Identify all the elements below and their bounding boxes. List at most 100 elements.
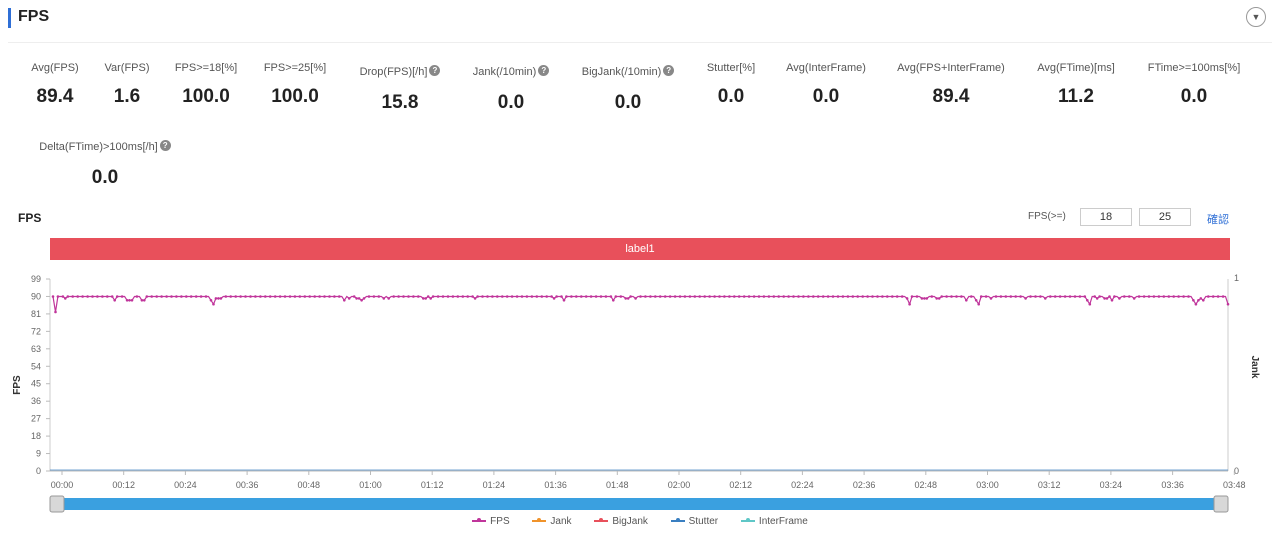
fps-point	[382, 297, 386, 300]
fps-point	[935, 297, 938, 300]
fps-point	[56, 295, 60, 298]
help-icon[interactable]: ?	[663, 65, 675, 77]
x-tick-label: 00:36	[236, 480, 259, 490]
legend-item-jank[interactable]: Jank	[532, 516, 572, 527]
fps-point	[441, 295, 445, 298]
fps-point	[589, 295, 593, 298]
y-tick-label: 90	[31, 291, 41, 301]
fps-point	[984, 295, 988, 298]
fps-point	[106, 295, 109, 298]
fps-point	[545, 295, 548, 298]
legend-item-stutter[interactable]: Stutter	[670, 516, 718, 527]
fps-point	[1137, 295, 1141, 298]
fps-point	[649, 295, 652, 298]
fps-point	[955, 295, 958, 298]
fps-point	[54, 310, 57, 314]
fps-point	[155, 295, 158, 298]
fps-point	[1088, 302, 1092, 306]
fps-point	[1058, 295, 1062, 298]
x-tick-label: 00:00	[51, 480, 74, 490]
fps-point	[66, 295, 70, 298]
fps-point	[473, 297, 477, 300]
fps-point	[866, 295, 869, 298]
fps-point	[841, 295, 845, 298]
metric-label: Avg(FPS+InterFrame)	[897, 62, 1005, 74]
metric-0: Avg(FPS) 89.4	[0, 62, 130, 108]
fps-point	[1118, 297, 1121, 300]
fps-point	[140, 299, 144, 302]
fps-point	[283, 295, 287, 298]
metric-6: BigJank(/10min)? 0.0	[553, 62, 703, 114]
fps-point	[673, 295, 677, 298]
fps-point	[293, 295, 297, 298]
x-tick-label: 02:36	[853, 480, 876, 490]
y-tick-label: 36	[31, 396, 41, 406]
fps-point	[150, 295, 153, 298]
metric-1: Var(FPS) 1.6	[52, 62, 202, 108]
fps-point	[392, 295, 396, 298]
confirm-button[interactable]: 確認	[1207, 214, 1229, 226]
fps-point	[977, 302, 980, 306]
fps-point	[259, 295, 262, 298]
legend-item-interframe[interactable]: InterFrame	[740, 516, 808, 527]
fps-point	[797, 295, 800, 298]
fps-point	[1162, 295, 1166, 298]
fps-point	[723, 295, 726, 298]
fps-point	[965, 299, 968, 302]
fps-threshold-input-1[interactable]	[1080, 208, 1132, 226]
fps-point	[915, 295, 919, 298]
fps-point	[535, 295, 539, 298]
fps-point	[170, 295, 173, 298]
fps-point	[624, 297, 627, 300]
fps-point	[658, 295, 662, 298]
fps-point	[51, 295, 55, 298]
fps-point	[668, 295, 672, 298]
fps-point	[703, 295, 706, 298]
metric-label: FPS>=18[%]	[174, 62, 238, 74]
fps-point	[728, 295, 731, 298]
legend-item-bigjank[interactable]: BigJank	[594, 516, 648, 527]
metric-value: 89.4	[36, 86, 74, 107]
fps-point	[1110, 299, 1114, 302]
metric-8: Avg(InterFrame) 0.0	[751, 62, 901, 108]
fps-point	[96, 295, 99, 298]
fps-point	[552, 297, 556, 300]
metric-value: 0.0	[812, 86, 840, 107]
time-range-slider[interactable]	[49, 495, 1229, 513]
fps-point	[288, 295, 292, 298]
fps-point	[1083, 295, 1087, 298]
fps-point	[101, 295, 104, 298]
fps-point	[708, 295, 711, 298]
fps-point	[273, 295, 277, 298]
fps-point	[560, 295, 563, 298]
fps-point	[426, 295, 430, 298]
fps-threshold-input-2[interactable]	[1139, 208, 1191, 226]
fps-point	[856, 295, 859, 298]
fps-point	[1211, 295, 1215, 298]
fps-point	[143, 299, 146, 302]
fps-point	[264, 295, 267, 298]
fps-point	[1113, 295, 1116, 298]
help-icon[interactable]: ?	[538, 65, 550, 77]
legend-item-fps[interactable]: FPS	[472, 516, 510, 527]
fps-point	[999, 295, 1003, 298]
fps-point	[515, 295, 519, 298]
fps-point	[360, 299, 363, 302]
fps-point	[239, 295, 242, 298]
fps-point	[580, 295, 583, 298]
fps-point	[713, 295, 716, 298]
fps-point	[1063, 295, 1067, 298]
label-bar[interactable]: label1	[50, 238, 1230, 260]
metric-label: Drop(FPS)[/h]	[359, 66, 428, 78]
fps-point	[570, 295, 573, 298]
help-icon[interactable]: ?	[159, 140, 171, 152]
metric-value: 89.4	[932, 86, 970, 107]
x-tick-label: 01:00	[359, 480, 382, 490]
collapse-toggle-icon[interactable]: ▼	[1246, 7, 1266, 27]
fps-point	[1177, 295, 1180, 298]
fps-point	[905, 297, 909, 300]
help-icon[interactable]: ?	[429, 65, 441, 77]
fps-point	[792, 295, 795, 298]
fps-point	[950, 295, 953, 298]
fps-point	[417, 295, 420, 298]
